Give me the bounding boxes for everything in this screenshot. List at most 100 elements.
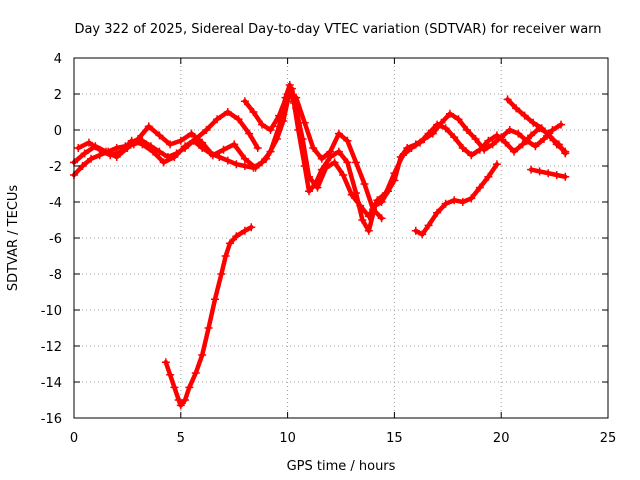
data-point bbox=[155, 131, 164, 140]
data-point bbox=[539, 135, 548, 143]
y-tick-label: 2 bbox=[54, 88, 62, 103]
data-point bbox=[475, 145, 484, 154]
data-point bbox=[87, 154, 96, 163]
series-track-f bbox=[527, 165, 570, 181]
data-point bbox=[458, 144, 467, 152]
data-point bbox=[369, 205, 378, 214]
data-point bbox=[484, 136, 493, 145]
data-point bbox=[185, 383, 194, 392]
data-point bbox=[373, 196, 382, 205]
data-point bbox=[127, 136, 136, 145]
data-point bbox=[471, 135, 480, 143]
data-point bbox=[411, 226, 420, 235]
data-point bbox=[339, 171, 348, 179]
series-line bbox=[505, 97, 568, 156]
data-point bbox=[166, 370, 175, 379]
y-tick-label: -4 bbox=[49, 196, 62, 211]
data-point bbox=[492, 131, 501, 140]
data-point bbox=[232, 160, 241, 169]
data-point bbox=[272, 135, 281, 143]
data-point bbox=[467, 194, 476, 203]
data-point bbox=[548, 126, 557, 134]
data-point bbox=[343, 158, 352, 167]
y-tick-label: -2 bbox=[49, 160, 62, 175]
series-line bbox=[71, 82, 564, 234]
data-point bbox=[257, 120, 266, 129]
data-point bbox=[309, 144, 318, 152]
x-tick-label: 15 bbox=[386, 431, 403, 446]
data-point bbox=[488, 140, 497, 149]
data-point bbox=[213, 115, 222, 124]
data-point bbox=[161, 358, 170, 367]
data-point bbox=[313, 183, 322, 192]
series-line bbox=[163, 224, 254, 408]
data-point bbox=[454, 115, 463, 124]
grid bbox=[73, 57, 609, 419]
data-point bbox=[450, 196, 459, 205]
y-tick-label: -16 bbox=[41, 412, 62, 427]
x-tick-label: 0 bbox=[70, 431, 78, 446]
data-point bbox=[554, 140, 563, 149]
data-point bbox=[343, 136, 352, 145]
data-point bbox=[159, 158, 168, 167]
data-point bbox=[326, 147, 335, 156]
data-point bbox=[377, 214, 386, 223]
data-point bbox=[287, 84, 296, 93]
data-point bbox=[531, 142, 540, 151]
x-tick-label: 25 bbox=[600, 431, 617, 446]
data-point bbox=[416, 138, 425, 147]
data-point bbox=[217, 270, 226, 278]
data-point bbox=[234, 115, 243, 124]
data-point bbox=[418, 230, 427, 239]
data-point bbox=[149, 147, 158, 156]
data-point bbox=[198, 351, 207, 359]
data-point bbox=[535, 167, 544, 176]
data-point bbox=[240, 154, 249, 163]
data-point bbox=[95, 145, 104, 154]
data-point bbox=[208, 151, 217, 160]
data-point bbox=[275, 111, 284, 120]
data-point bbox=[232, 232, 241, 241]
x-tick-label: 10 bbox=[279, 431, 296, 446]
data-point bbox=[351, 158, 360, 167]
data-point bbox=[492, 160, 501, 169]
data-point bbox=[138, 140, 147, 149]
data-point bbox=[552, 171, 561, 179]
data-point bbox=[304, 172, 313, 181]
data-point bbox=[381, 189, 390, 197]
data-point bbox=[166, 140, 175, 149]
data-point bbox=[505, 126, 514, 134]
y-tick-label: -12 bbox=[41, 340, 62, 355]
data-point bbox=[467, 151, 476, 160]
data-point bbox=[514, 129, 523, 138]
x-tick-label: 5 bbox=[177, 431, 185, 446]
data-point bbox=[170, 383, 179, 392]
data-point bbox=[116, 147, 125, 156]
data-point bbox=[424, 129, 433, 138]
data-point bbox=[356, 201, 365, 210]
data-point bbox=[527, 165, 536, 174]
data-point bbox=[433, 208, 442, 217]
data-point bbox=[292, 93, 301, 102]
y-axis-label: SDTVAR / TECUs bbox=[6, 185, 21, 292]
data-point bbox=[283, 90, 292, 98]
data-point bbox=[187, 129, 196, 138]
data-point bbox=[398, 151, 407, 160]
data-point bbox=[537, 124, 546, 133]
data-point bbox=[170, 153, 179, 161]
data-point bbox=[266, 126, 275, 134]
data-point bbox=[360, 180, 369, 188]
data-point bbox=[546, 133, 555, 142]
data-point bbox=[364, 226, 373, 235]
data-point bbox=[501, 138, 510, 147]
data-point bbox=[176, 136, 185, 145]
y-tick-label: 0 bbox=[54, 124, 62, 139]
data-point bbox=[176, 401, 185, 410]
data-point bbox=[74, 144, 83, 152]
data-point bbox=[441, 124, 450, 133]
data-point bbox=[204, 324, 213, 332]
data-point bbox=[240, 97, 249, 106]
data-point bbox=[247, 223, 256, 232]
data-point bbox=[225, 239, 234, 248]
data-point bbox=[512, 104, 521, 113]
